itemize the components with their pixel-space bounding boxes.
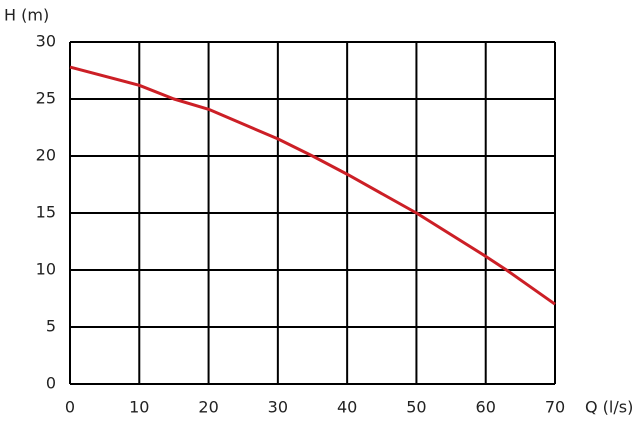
x-tick-label: 10 bbox=[129, 398, 149, 417]
x-axis-label: Q (l/s) bbox=[585, 398, 633, 417]
y-tick-label: 20 bbox=[36, 146, 56, 165]
y-tick-label: 15 bbox=[36, 203, 56, 222]
x-tick-label: 0 bbox=[65, 398, 75, 417]
x-tick-label: 30 bbox=[268, 398, 288, 417]
x-tick-label: 60 bbox=[476, 398, 496, 417]
y-tick-label: 5 bbox=[46, 317, 56, 336]
y-tick-label: 10 bbox=[36, 260, 56, 279]
x-tick-label: 50 bbox=[406, 398, 426, 417]
y-tick-label: 0 bbox=[46, 374, 56, 393]
x-tick-label: 70 bbox=[545, 398, 565, 417]
y-tick-label: 25 bbox=[36, 89, 56, 108]
x-tick-label: 20 bbox=[198, 398, 218, 417]
y-axis-label: H (m) bbox=[4, 6, 49, 25]
y-tick-label: 30 bbox=[36, 32, 56, 51]
x-tick-label: 40 bbox=[337, 398, 357, 417]
curve bbox=[69, 65, 556, 306]
